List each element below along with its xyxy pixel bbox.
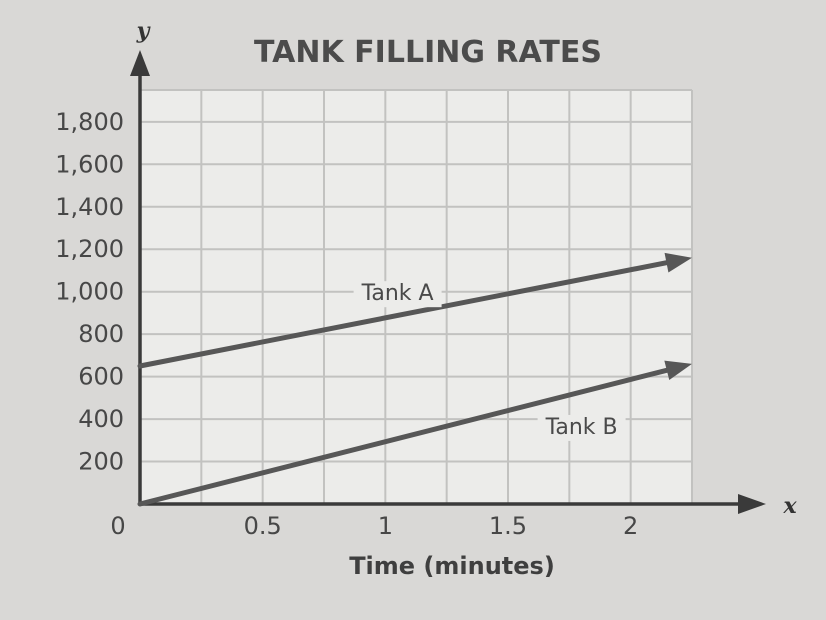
series-label-background [537, 414, 626, 441]
series-line-tank-b [137, 366, 674, 507]
y-axis-variable: y [136, 18, 152, 44]
x-tick-label: 2 [623, 512, 638, 540]
x-tick-label: 0 [110, 512, 125, 540]
series-arrowhead-tank-b [664, 360, 692, 380]
series-label-tank-a: Tank A [361, 281, 434, 306]
x-tick-label: 1.5 [489, 512, 527, 540]
y-tick-label: 1,800 [55, 108, 124, 136]
x-tick-label: 0.5 [244, 512, 282, 540]
series-label-background [353, 281, 442, 308]
y-tick-label: 200 [78, 448, 124, 476]
x-axis-arrowhead [738, 494, 766, 514]
x-tick-label: 1 [378, 512, 393, 540]
y-tick-label: 1,200 [55, 235, 124, 263]
x-axis-variable: x [782, 493, 797, 519]
y-tick-label: 1,600 [55, 150, 124, 178]
y-axis-arrowhead [130, 50, 150, 76]
tick-labels: 0 0.5 1 1.5 2 200 400 600 800 1,000 1,200 1,400 1,60… [55, 108, 638, 540]
y-tick-label: 800 [78, 320, 124, 348]
x-axis-label: Time (minutes) [349, 552, 555, 580]
series-line-tank-a [137, 259, 673, 369]
series-label-tank-b: Tank B [545, 415, 618, 440]
y-tick-label: 400 [78, 405, 124, 433]
y-tick-label: 1,000 [55, 278, 124, 306]
series-arrowhead-tank-a [664, 252, 692, 273]
y-tick-label: 600 [78, 363, 124, 391]
axes [130, 50, 766, 514]
series-lines: Tank A Tank B [137, 252, 692, 507]
y-tick-label: 1,400 [55, 193, 124, 221]
chart-title: TANK FILLING RATES [254, 35, 602, 70]
